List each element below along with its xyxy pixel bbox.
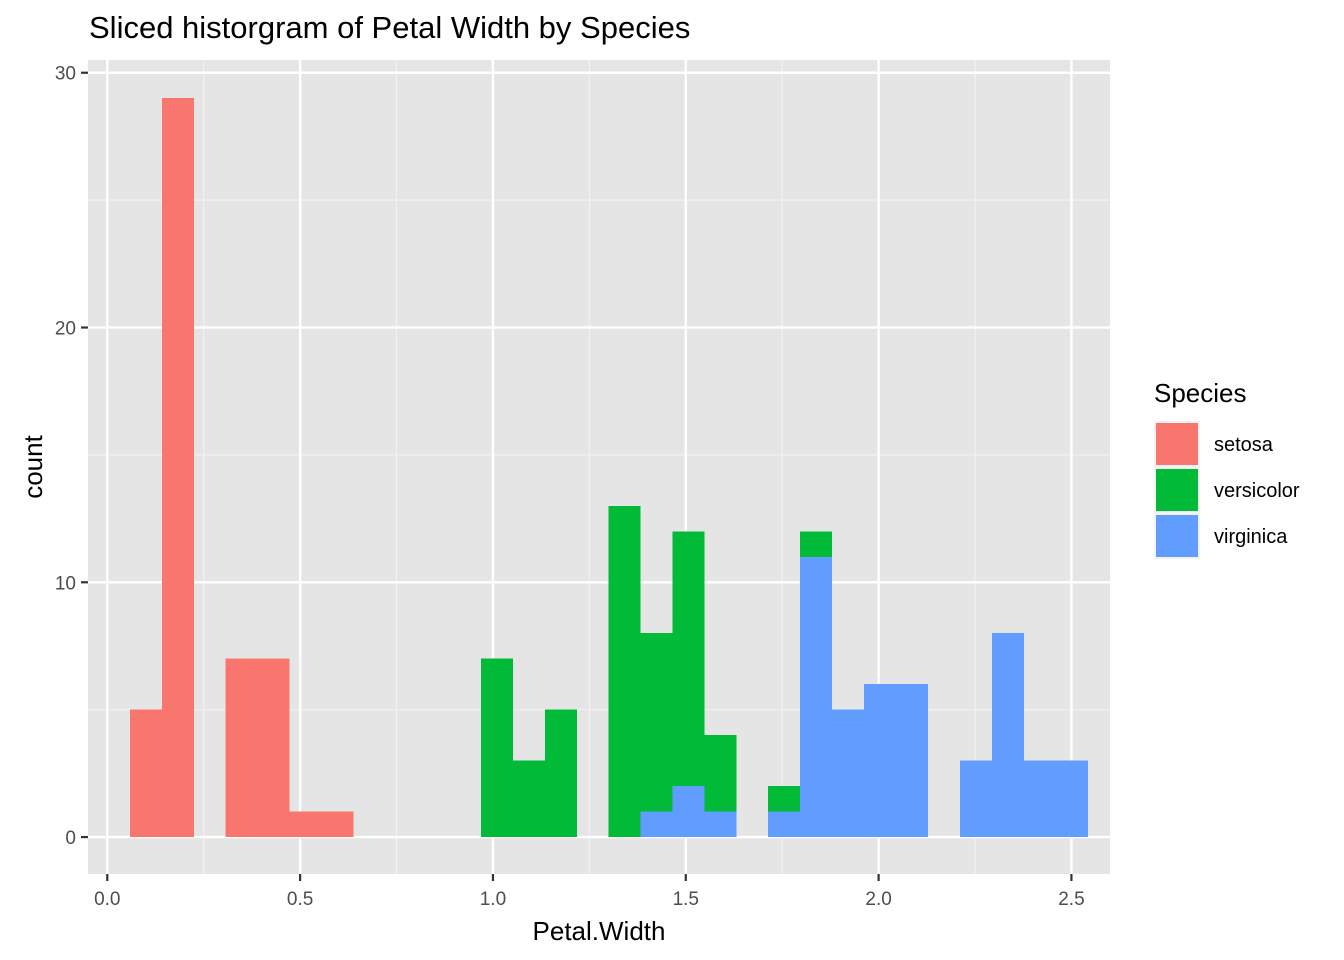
- legend-label-versicolor: versicolor: [1214, 480, 1300, 502]
- legend: Species setosa versicolor virginica: [1154, 378, 1300, 559]
- bar-setosa: [289, 811, 322, 838]
- bar-setosa: [129, 709, 162, 838]
- legend-label-setosa: setosa: [1214, 434, 1274, 456]
- bar-setosa: [257, 658, 290, 838]
- bar-setosa: [321, 811, 354, 838]
- legend-swatch-setosa: [1156, 423, 1198, 465]
- bar-virginica: [896, 684, 929, 838]
- bar-virginica: [959, 760, 992, 838]
- y-tick-label: 0: [65, 828, 76, 849]
- bar-virginica: [864, 684, 897, 838]
- legend-title: Species: [1154, 378, 1247, 408]
- bar-virginica: [1023, 760, 1056, 838]
- bar-versicolor: [672, 531, 705, 787]
- y-tick-label: 30: [55, 64, 76, 85]
- bar-setosa: [161, 98, 194, 838]
- chart-title: Sliced historgram of Petal Width by Spec…: [89, 10, 690, 45]
- x-tick-label: 0.0: [94, 889, 120, 910]
- y-tick-label: 10: [55, 573, 76, 594]
- bar-virginica: [640, 811, 673, 838]
- bar-versicolor: [480, 658, 513, 838]
- minor-gridlines: [88, 60, 1110, 874]
- y-tick-label: 20: [55, 319, 76, 340]
- bar-virginica: [832, 709, 865, 838]
- bar-versicolor: [768, 786, 801, 812]
- x-tick-label: 0.5: [287, 889, 313, 910]
- x-tick-label: 1.0: [480, 889, 506, 910]
- bar-versicolor: [800, 531, 833, 557]
- legend-swatch-versicolor: [1156, 469, 1198, 511]
- histogram-bars: [129, 98, 1088, 838]
- bar-versicolor: [512, 760, 545, 838]
- x-tick-label: 2.5: [1058, 889, 1084, 910]
- x-tick-label: 1.5: [673, 889, 699, 910]
- bar-setosa: [225, 658, 258, 838]
- bar-virginica: [800, 556, 833, 838]
- bar-virginica: [991, 633, 1024, 838]
- bar-versicolor: [704, 735, 737, 812]
- bar-virginica: [768, 811, 801, 838]
- legend-label-virginica: virginica: [1214, 526, 1288, 548]
- y-axis: 0 10 20 30: [55, 64, 88, 849]
- x-axis-title: Petal.Width: [533, 916, 666, 946]
- x-tick-label: 2.0: [865, 889, 891, 910]
- bar-versicolor: [608, 505, 641, 838]
- bar-virginica: [672, 786, 705, 838]
- y-axis-title: count: [18, 434, 48, 498]
- bar-virginica: [704, 811, 737, 838]
- bar-versicolor: [640, 633, 673, 812]
- bar-virginica: [1055, 760, 1088, 838]
- bar-versicolor: [544, 709, 577, 838]
- x-axis: 0.0 0.5 1.0 1.5 2.0 2.5: [94, 874, 1085, 910]
- legend-swatch-virginica: [1156, 515, 1198, 557]
